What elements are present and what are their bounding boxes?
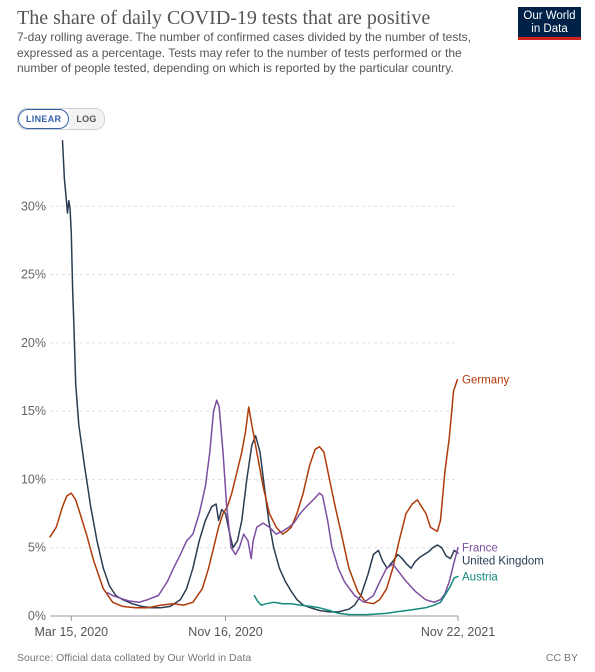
y-tick-label: 20% <box>21 336 46 350</box>
scale-toggle: LINEAR LOG <box>17 108 105 130</box>
y-tick-label: 30% <box>21 199 46 213</box>
y-tick-label: 5% <box>28 541 46 555</box>
logo-line-2: in Data <box>531 22 568 35</box>
x-tick-label: Nov 16, 2020 <box>188 625 262 639</box>
series-line-germany <box>49 378 459 609</box>
legend-label-united-kingdom: United Kingdom <box>462 556 544 568</box>
linear-scale-button[interactable]: LINEAR <box>18 109 70 129</box>
license-link[interactable]: CC BY <box>545 652 578 664</box>
legend-label-austria: Austria <box>462 571 498 583</box>
y-tick-label: 0% <box>28 609 46 623</box>
series-line-austria <box>253 575 459 616</box>
y-tick-label: 10% <box>21 472 46 486</box>
chart-subtitle: 7-day rolling average. The number of con… <box>17 30 472 76</box>
legend-label-germany: Germany <box>462 375 510 387</box>
log-scale-button[interactable]: LOG <box>69 109 104 129</box>
x-tick-label: Mar 15, 2020 <box>34 625 108 639</box>
owid-logo[interactable]: Our World in Data <box>518 7 581 40</box>
chart-title: The share of daily COVID-19 tests that a… <box>17 7 431 29</box>
y-tick-label: 25% <box>21 268 46 282</box>
source-note: Source: Official data collated by Our Wo… <box>17 652 252 664</box>
legend-label-france: France <box>462 543 498 555</box>
series-line-united-kingdom <box>61 139 459 613</box>
y-tick-label: 15% <box>21 404 46 418</box>
series-line-france <box>106 399 459 604</box>
x-tick-label: Nov 22, 2021 <box>421 625 495 639</box>
logo-line-1: Our World <box>523 10 576 22</box>
